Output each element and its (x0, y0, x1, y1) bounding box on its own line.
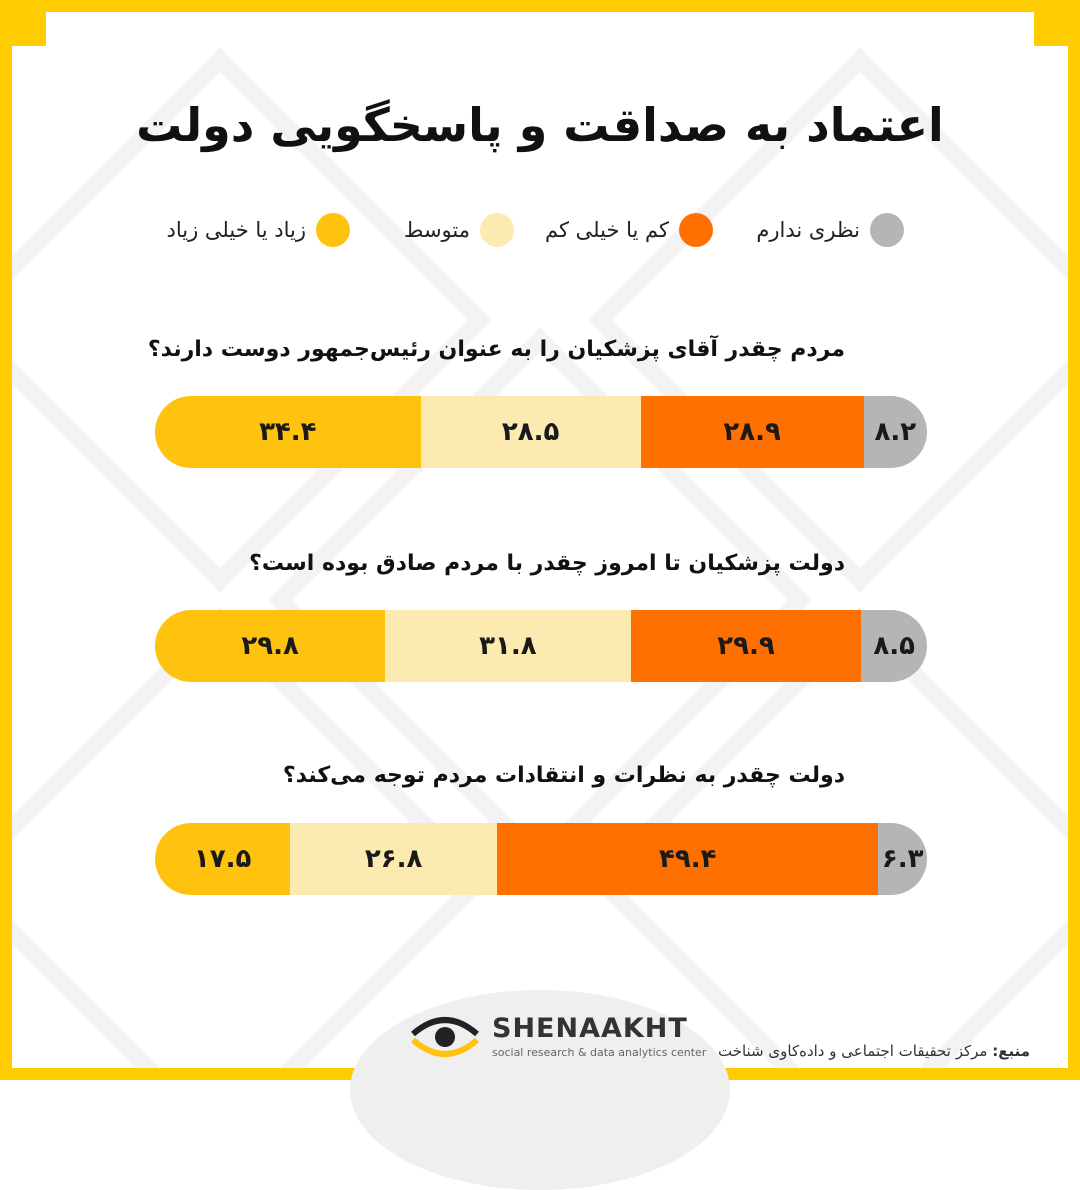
bar-segment: ۱۷.۵ (155, 823, 291, 895)
data-label: ۲۶.۸ (364, 844, 423, 874)
data-label: ۲۹.۸ (241, 631, 299, 661)
data-label: ۳۴.۴ (259, 417, 317, 447)
source-text: مرکز تحقیقات اجتماعی و داده‌کاوی شناخت (717, 1042, 988, 1060)
brand-subtitle: social research & data analytics center (492, 1046, 707, 1059)
data-label: ۲۹.۹ (717, 631, 775, 661)
legend-item: نظری ندارم (756, 210, 904, 250)
bar-segment: ۲۸.۵ (420, 396, 641, 468)
data-label: ۶.۳ (881, 844, 924, 874)
background-frame (0, 0, 1080, 1080)
bar-segment: ۴۹.۴ (497, 823, 879, 895)
data-label: ۸.۲ (874, 417, 917, 447)
data-label: ۸.۵ (873, 631, 915, 661)
legend-swatch (480, 213, 514, 247)
legend-item: متوسط (404, 210, 514, 250)
bar-segment: ۸.۲ (863, 396, 927, 468)
stacked-bar: ۶.۳ ۴۹.۴ ۲۶.۸ ۱۷.۵ (155, 823, 927, 895)
data-label: ۲۸.۹ (723, 417, 781, 447)
source-label: منبع: (992, 1042, 1030, 1060)
legend-label: زیاد یا خیلی زیاد (166, 218, 306, 242)
legend-item: زیاد یا خیلی زیاد (166, 210, 350, 250)
stacked-bar: ۸.۲ ۲۸.۹ ۲۸.۵ ۳۴.۴ (155, 396, 927, 468)
bar-segment: ۲۹.۹ (630, 610, 862, 682)
bar-segment: ۲۹.۸ (155, 610, 386, 682)
bar-segment: ۲۸.۹ (640, 396, 864, 468)
question-label: دولت پزشکیان تا امروز چقدر با مردم صادق … (249, 551, 845, 576)
eye-logo-icon (411, 1017, 479, 1057)
question-label: دولت چقدر به نظرات و انتقادات مردم توجه … (282, 763, 845, 788)
data-label: ۴۹.۴ (658, 844, 717, 874)
bar-segment: ۸.۵ (861, 610, 927, 682)
question-label: مردم چقدر آقای پزشکیان را به عنوان رئیس‌… (147, 337, 845, 362)
stacked-bar: ۸.۵ ۲۹.۹ ۳۱.۸ ۲۹.۸ (155, 610, 927, 682)
data-label: ۱۷.۵ (193, 844, 252, 874)
chart-title: اعتماد به صداقت و پاسخگویی دولت (136, 98, 944, 152)
legend-item: کم یا خیلی کم (545, 210, 713, 250)
bar-segment: ۳۴.۴ (155, 396, 421, 468)
bar-segment: ۲۶.۸ (290, 823, 498, 895)
legend-swatch (679, 213, 713, 247)
legend-label: کم یا خیلی کم (545, 218, 669, 242)
legend-label: متوسط (404, 218, 470, 242)
data-label: ۳۱.۸ (479, 631, 537, 661)
legend-swatch (870, 213, 904, 247)
brand-name: SHENAAKHT (492, 1013, 688, 1044)
data-label: ۲۸.۵ (501, 417, 560, 447)
legend-label: نظری ندارم (756, 218, 860, 242)
legend-swatch (316, 213, 350, 247)
source-note: منبع: مرکز تحقیقات اجتماعی و داده‌کاوی ش… (718, 1042, 1030, 1060)
bar-segment: ۳۱.۸ (385, 610, 631, 682)
